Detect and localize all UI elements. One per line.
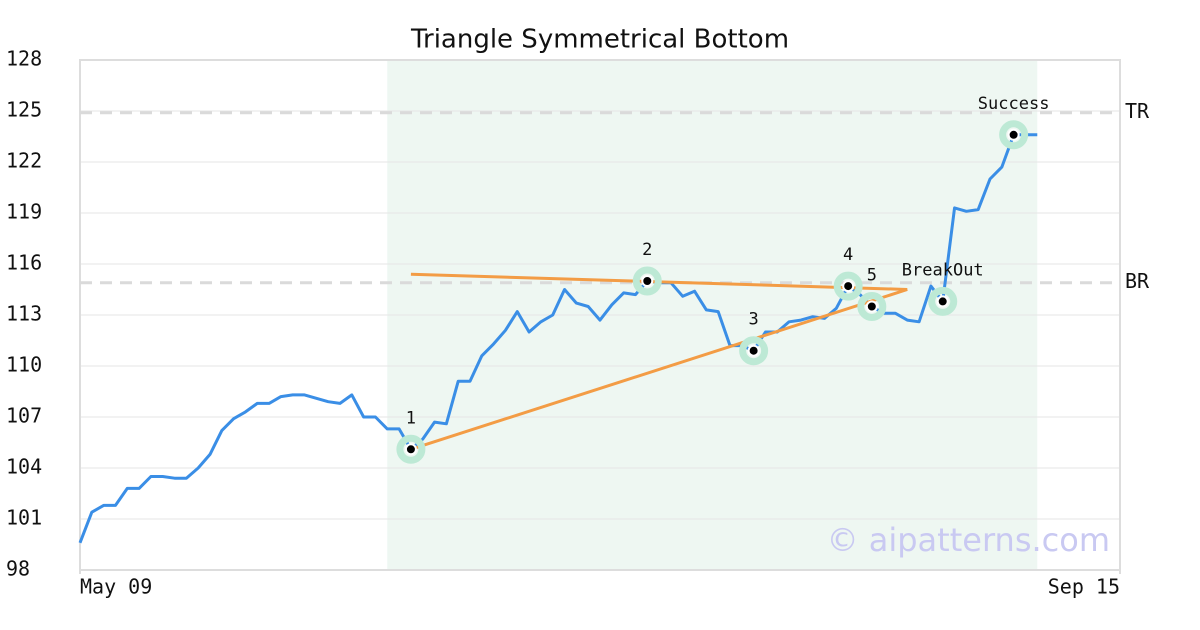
x-tick-label: May 09 — [80, 575, 152, 599]
y-tick-label: 119 — [6, 200, 42, 224]
y-tick-label: 110 — [6, 353, 42, 377]
y-tick-label: 101 — [6, 506, 42, 530]
y-tick-label: 125 — [6, 98, 42, 122]
watermark: © aipatterns.com — [827, 521, 1110, 559]
pivot-halo — [999, 120, 1029, 150]
pivot-label: 3 — [749, 310, 759, 330]
x-tick-label: Sep 15 — [1048, 575, 1120, 599]
plot-frame — [79, 59, 1121, 571]
y-tick-label: 104 — [6, 455, 42, 479]
trend-line — [410, 288, 908, 451]
pivot-halo — [928, 286, 958, 316]
y-tick-label: 113 — [6, 302, 42, 326]
y-tick-label: 116 — [6, 251, 42, 275]
pivot-halo — [739, 336, 769, 366]
y-tick-label: 98 — [6, 557, 30, 581]
pivot-point — [865, 300, 878, 313]
pivot-halo — [396, 434, 426, 464]
pivot-halo — [857, 292, 887, 321]
level-label: TR — [1125, 99, 1150, 123]
pivot-point — [842, 280, 855, 293]
price-line — [78, 133, 1038, 544]
y-tick-label: 122 — [6, 149, 42, 173]
level-label: BR — [1125, 269, 1150, 293]
pivot-label: 1 — [406, 408, 416, 428]
pivot-label: 5 — [867, 266, 877, 286]
pivot-label: Success — [978, 94, 1050, 114]
y-tick-label: 128 — [6, 47, 42, 71]
pivot-point — [936, 295, 949, 308]
chart-title: Triangle Symmetrical Bottom — [410, 25, 789, 55]
pivot-halo — [833, 271, 863, 301]
y-tick-label: 107 — [6, 404, 42, 428]
pivot-point — [1007, 128, 1020, 141]
pivot-label: 2 — [642, 240, 652, 260]
pivot-point — [641, 275, 654, 287]
pivot-halo — [632, 266, 662, 296]
pivot-point — [404, 443, 417, 456]
pivot-point — [747, 344, 760, 357]
pivot-label: 4 — [843, 245, 853, 265]
pivot-label: BreakOut — [902, 260, 984, 280]
